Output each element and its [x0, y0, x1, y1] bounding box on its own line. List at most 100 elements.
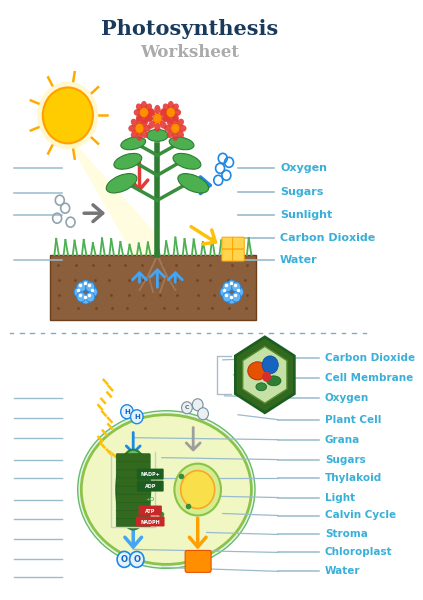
Ellipse shape [121, 137, 146, 150]
Ellipse shape [141, 101, 147, 110]
Text: Worksheet: Worksheet [140, 44, 239, 61]
Ellipse shape [173, 109, 181, 116]
FancyBboxPatch shape [116, 470, 150, 479]
Text: Sugars: Sugars [280, 187, 324, 197]
Ellipse shape [78, 411, 255, 568]
Circle shape [223, 292, 232, 302]
FancyBboxPatch shape [222, 237, 233, 249]
Ellipse shape [159, 108, 167, 116]
Circle shape [223, 282, 232, 292]
Text: C: C [185, 405, 189, 410]
Text: Carbon Dioxide: Carbon Dioxide [280, 233, 375, 243]
FancyBboxPatch shape [116, 511, 150, 520]
Circle shape [81, 294, 90, 304]
Ellipse shape [167, 119, 174, 127]
FancyBboxPatch shape [50, 255, 256, 320]
Circle shape [234, 287, 243, 297]
Ellipse shape [172, 116, 179, 125]
Ellipse shape [136, 132, 143, 141]
Ellipse shape [141, 115, 147, 124]
Circle shape [86, 282, 95, 292]
Ellipse shape [81, 415, 251, 565]
Ellipse shape [136, 116, 143, 125]
Ellipse shape [168, 115, 174, 124]
FancyBboxPatch shape [116, 454, 150, 463]
Text: Grana: Grana [325, 434, 360, 445]
Ellipse shape [128, 125, 136, 132]
FancyBboxPatch shape [116, 486, 150, 495]
FancyBboxPatch shape [222, 249, 233, 261]
Circle shape [129, 551, 144, 568]
FancyBboxPatch shape [116, 478, 150, 487]
Ellipse shape [106, 173, 137, 193]
Ellipse shape [248, 362, 267, 380]
Text: +O: +O [146, 497, 155, 502]
Circle shape [117, 551, 132, 568]
Text: Oxygen: Oxygen [325, 393, 369, 403]
Ellipse shape [256, 383, 266, 391]
Ellipse shape [147, 130, 168, 142]
Circle shape [88, 287, 97, 297]
Circle shape [140, 107, 148, 118]
Circle shape [121, 405, 133, 419]
Circle shape [37, 82, 98, 149]
Text: Water: Water [325, 566, 360, 577]
FancyBboxPatch shape [137, 481, 164, 491]
Circle shape [166, 107, 175, 118]
Ellipse shape [173, 154, 201, 169]
Ellipse shape [131, 119, 138, 127]
Circle shape [43, 88, 93, 143]
Text: H: H [134, 414, 140, 420]
Ellipse shape [146, 115, 154, 122]
Text: Chloroplast: Chloroplast [325, 547, 393, 557]
Circle shape [77, 282, 86, 292]
Text: ADP: ADP [145, 484, 156, 489]
Text: Oxygen: Oxygen [280, 163, 327, 173]
Ellipse shape [141, 119, 148, 127]
Circle shape [81, 280, 90, 290]
Circle shape [198, 408, 209, 420]
Polygon shape [68, 136, 153, 290]
FancyBboxPatch shape [116, 494, 150, 503]
FancyBboxPatch shape [233, 237, 244, 249]
Circle shape [135, 124, 144, 133]
Text: Photosynthesis: Photosynthesis [101, 19, 278, 38]
Ellipse shape [134, 109, 142, 116]
FancyBboxPatch shape [137, 469, 164, 479]
Ellipse shape [177, 130, 184, 138]
Text: Sugars: Sugars [325, 455, 365, 464]
Text: Thylakoid: Thylakoid [325, 473, 382, 482]
Ellipse shape [146, 109, 154, 116]
Ellipse shape [167, 130, 174, 138]
Circle shape [227, 280, 236, 290]
Circle shape [262, 372, 271, 382]
Text: Water: Water [280, 255, 318, 265]
Text: Calvin Cycle: Calvin Cycle [325, 511, 396, 520]
Circle shape [77, 292, 86, 302]
Ellipse shape [178, 173, 209, 193]
Ellipse shape [114, 154, 142, 169]
Circle shape [153, 113, 162, 124]
Ellipse shape [159, 121, 167, 129]
Text: Cell Membrane: Cell Membrane [325, 373, 413, 383]
FancyBboxPatch shape [136, 517, 165, 526]
Ellipse shape [172, 132, 179, 141]
Text: ATP: ATP [145, 509, 155, 514]
Ellipse shape [116, 449, 150, 529]
Circle shape [227, 294, 236, 304]
Circle shape [74, 287, 83, 297]
Ellipse shape [169, 137, 194, 150]
Text: Carbon Dioxide: Carbon Dioxide [325, 353, 415, 363]
FancyBboxPatch shape [139, 506, 162, 515]
FancyBboxPatch shape [116, 518, 150, 527]
Ellipse shape [131, 130, 138, 138]
Ellipse shape [163, 103, 170, 112]
FancyBboxPatch shape [233, 249, 244, 261]
Circle shape [232, 292, 241, 302]
Text: Plant Cell: Plant Cell [325, 415, 381, 425]
Circle shape [181, 402, 192, 414]
Polygon shape [235, 337, 294, 413]
Ellipse shape [145, 103, 152, 112]
Text: NADP+: NADP+ [140, 472, 160, 477]
Text: O: O [133, 555, 140, 564]
